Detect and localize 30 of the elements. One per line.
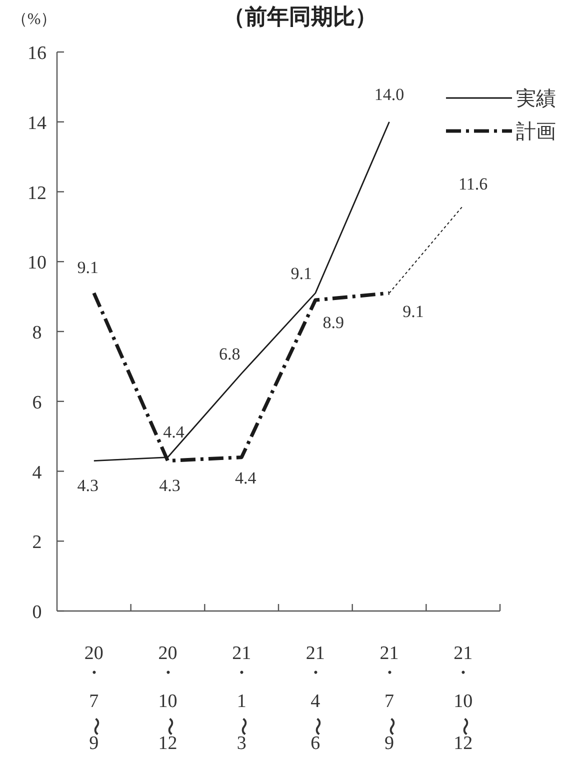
xtick: 20・10〜12: [158, 643, 180, 754]
label: 9.1: [77, 258, 99, 278]
label: 4.3: [77, 476, 99, 495]
label: 4.4: [234, 468, 256, 488]
xtick: 21・10〜12: [454, 643, 475, 754]
xtick: 21・4〜6: [306, 643, 327, 754]
ytick: 10: [28, 252, 46, 274]
ylabel: （%）: [11, 11, 57, 28]
title: （前年同期比）: [223, 4, 377, 29]
ytick: 8: [32, 322, 42, 344]
legend-label: 計画: [516, 121, 556, 143]
label: 9.1: [290, 264, 312, 284]
ytick: 16: [28, 43, 46, 64]
ytick: 4: [32, 462, 42, 484]
ytick: 14: [28, 112, 46, 134]
ytick: 2: [32, 532, 42, 554]
label: 9.1: [402, 302, 424, 322]
ytick: 0: [32, 602, 42, 623]
label: 11.6: [458, 174, 488, 194]
label: 4.3: [159, 476, 180, 495]
ytick: 6: [32, 392, 42, 414]
label: 4.4: [163, 422, 184, 442]
xtick: 21・1〜3: [232, 643, 254, 754]
label: 14.0: [374, 84, 404, 104]
xtick: 20・7〜9: [84, 643, 106, 754]
xtick: 21・7〜9: [380, 643, 401, 754]
ytick: 12: [28, 182, 46, 204]
label: 6.8: [218, 344, 240, 364]
legend-label: 実績: [516, 87, 556, 110]
label: 8.9: [322, 313, 344, 332]
